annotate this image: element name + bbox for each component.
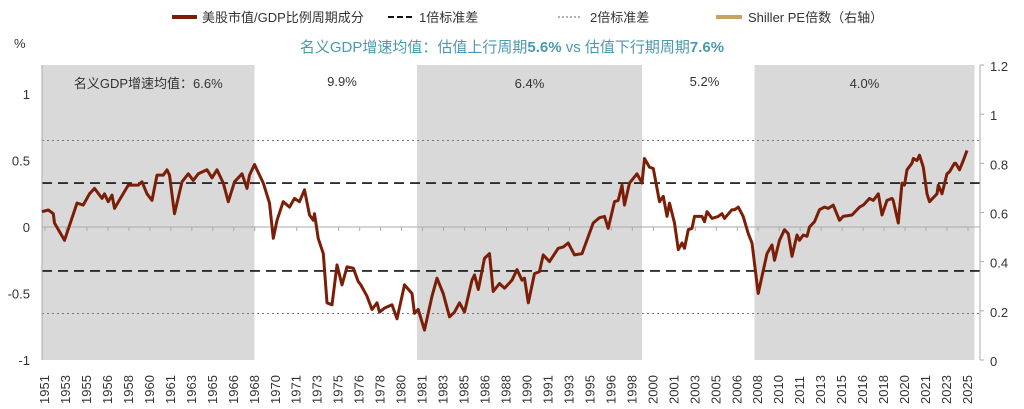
x-tick-label: 1953 xyxy=(58,375,73,404)
x-tick-label: 1995 xyxy=(582,375,597,404)
x-tick-label: 2005 xyxy=(708,375,723,404)
legend: 美股市值/GDP比例周期成分 1倍标准差 2倍标准差 Shiller PE倍数（右轴） xyxy=(172,10,883,25)
x-tick-label: 1991 xyxy=(540,375,555,404)
y-tick-label-right: 0.6 xyxy=(990,207,1008,222)
x-tick-label: 1971 xyxy=(289,375,304,404)
x-tick-label: 1981 xyxy=(415,375,430,404)
subtitle-part: 5.6% xyxy=(527,39,561,56)
y-tick-label-right: 1.2 xyxy=(990,59,1008,74)
x-tick-label: 1968 xyxy=(247,375,262,404)
y-tick-label-right: 0.2 xyxy=(990,305,1008,320)
x-tick-label: 1966 xyxy=(226,375,241,404)
shaded-periods xyxy=(42,65,975,360)
x-tick-label: 2006 xyxy=(729,375,744,404)
x-tick-label: 2010 xyxy=(771,375,786,404)
x-tick-label: 1960 xyxy=(142,375,157,404)
x-tick-label: 2015 xyxy=(834,375,849,404)
x-tick-label: 2025 xyxy=(960,375,975,404)
x-tick-label: 2011 xyxy=(792,376,807,404)
x-tick-label: 1970 xyxy=(268,375,283,404)
legend-label: 美股市值/GDP比例周期成分 xyxy=(202,10,364,25)
x-tick-label: 1955 xyxy=(79,375,94,404)
x-tick-label: 1998 xyxy=(624,375,639,404)
x-tick-label: 1961 xyxy=(163,375,178,404)
y-tick-label-left: -1 xyxy=(18,353,30,368)
period-label: 5.2% xyxy=(690,74,720,89)
x-tick-label: 1975 xyxy=(331,375,346,404)
x-tick-label: 1986 xyxy=(478,375,493,404)
y-tick-label-right: 0 xyxy=(990,354,997,369)
axes: 1951 1953 1955 1956 1958 1960 1961 1963 1965 1966… xyxy=(8,59,1008,404)
x-tick-label: 1983 xyxy=(436,375,451,404)
period-label: 9.9% xyxy=(327,74,357,89)
subtitle-part: 名义GDP增速均值：估值上行周期 xyxy=(300,39,528,56)
x-tick-label: 1956 xyxy=(100,375,115,404)
x-tick-label: 2001 xyxy=(666,375,681,404)
series-line-market-cap-gdp xyxy=(41,149,969,332)
x-tick-label: 2003 xyxy=(687,375,702,404)
y-axis-unit-label: % xyxy=(14,36,26,51)
x-tick-label: 1978 xyxy=(373,375,388,404)
legend-label: 2倍标准差 xyxy=(590,10,649,25)
x-tick-label: 1996 xyxy=(603,375,618,404)
y-tick-label-left: -0.5 xyxy=(8,287,30,302)
chart-subtitle: 名义GDP增速均值：估值上行周期5.6% vs 估值下行期周期7.6% xyxy=(300,39,724,56)
x-tick-label: 1958 xyxy=(121,375,136,404)
y-tick-label-right: 1 xyxy=(990,108,997,123)
subtitle-part: 7.6% xyxy=(690,39,724,56)
x-tick-label: 2020 xyxy=(897,375,912,404)
period-label: 6.4% xyxy=(515,76,545,91)
x-tick-label: 1980 xyxy=(394,375,409,404)
x-tick-label: 1965 xyxy=(205,375,220,404)
x-tick-label: 2018 xyxy=(876,375,891,404)
y-tick-label-left: 0 xyxy=(23,220,30,235)
x-tick-label: 1973 xyxy=(310,375,325,404)
shaded-period xyxy=(754,65,975,360)
x-tick-label: 2023 xyxy=(939,375,954,404)
x-tick-label: 2000 xyxy=(645,375,660,404)
shaded-period xyxy=(42,65,255,360)
x-tick-label: 2021 xyxy=(918,375,933,404)
x-tick-label: 1951 xyxy=(37,375,52,404)
subtitle-part: vs 估值下行期周期 xyxy=(562,39,690,56)
x-tick-label: 1985 xyxy=(457,375,472,404)
y-tick-label-left: 0.5 xyxy=(12,154,30,169)
y-tick-label-right: 0.8 xyxy=(990,157,1008,172)
legend-label: 1倍标准差 xyxy=(419,10,478,25)
x-tick-label: 1993 xyxy=(561,375,576,404)
period-label: 名义GDP增速均值：6.6% xyxy=(74,76,223,91)
x-tick-label: 2008 xyxy=(750,375,765,404)
series-lines xyxy=(41,149,969,332)
y-tick-label-right: 0.4 xyxy=(990,256,1008,271)
x-tick-label: 1988 xyxy=(499,375,514,404)
x-tick-label: 1990 xyxy=(519,375,534,404)
y-tick-label-left: 1 xyxy=(23,87,30,102)
x-tick-label: 1963 xyxy=(184,375,199,404)
x-tick-label: 1976 xyxy=(352,375,367,404)
period-label: 4.0% xyxy=(850,76,880,91)
x-tick-label: 2016 xyxy=(855,375,870,404)
x-tick-label: 2013 xyxy=(813,375,828,404)
legend-label: Shiller PE倍数（右轴） xyxy=(748,10,883,25)
reference-lines xyxy=(42,140,980,314)
period-labels: 名义GDP增速均值：6.6% 6.4% 4.0% 9.9% 5.2% xyxy=(74,74,880,91)
